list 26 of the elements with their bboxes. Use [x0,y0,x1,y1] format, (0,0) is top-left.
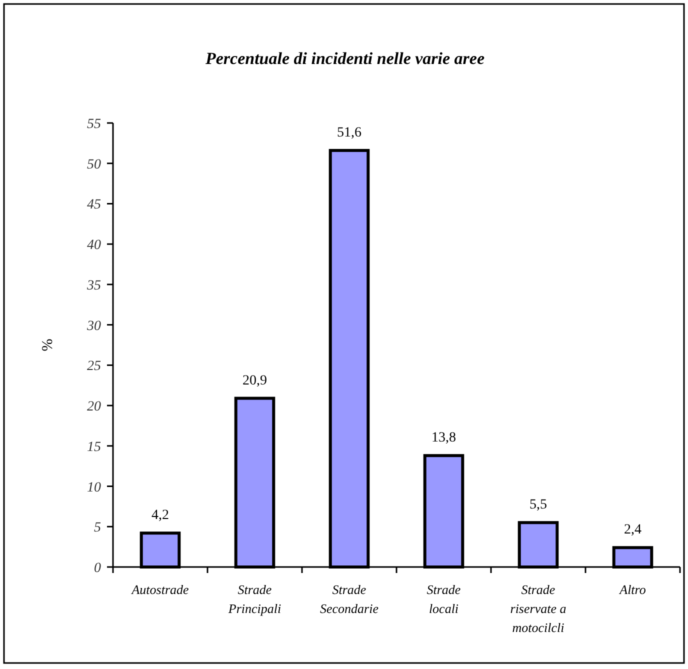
y-tick-label: 15 [87,440,101,455]
y-tick-label: 20 [87,400,101,415]
y-tick-label: 30 [86,318,101,334]
y-tick-label: 10 [87,480,101,496]
x-tick-label: Strade locali [426,582,461,616]
data-label: 51,6 [337,125,362,140]
y-tick-label: 35 [86,278,101,294]
y-tick-label: 45 [87,198,101,213]
x-tick-label: Strade riservate a motocilcli [510,582,567,635]
y-axis-title: % [40,338,56,352]
y-tick-label: 5 [94,520,101,536]
x-tick-label: Strade Secondarie [320,582,379,616]
x-tick-label: Autostrade [130,582,189,597]
data-label: 13,8 [432,430,456,446]
data-label: 4,2 [152,508,169,524]
y-tick-label: 25 [87,359,101,374]
chart-title: Percentuale di incidenti nelle varie aree [204,49,485,68]
data-label: 20,9 [242,373,267,388]
y-tick-label: 55 [87,117,101,132]
x-tick-label: Strade Principali [227,582,282,616]
data-label: 2,4 [624,522,642,538]
y-tick-label: 40 [87,238,101,254]
y-tick-label: 50 [87,157,101,172]
data-label: 5,5 [530,498,547,513]
y-tick-label: 0 [94,561,101,576]
x-tick-label: Altro [618,582,646,597]
